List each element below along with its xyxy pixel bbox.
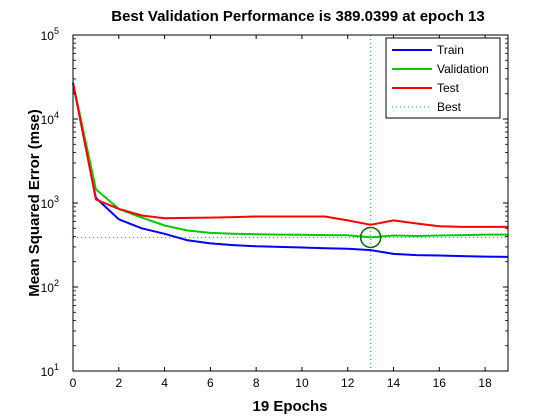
legend-label-train: Train — [437, 43, 464, 57]
series-line-validation — [72, 82, 508, 239]
y-tick-label: 103 — [41, 194, 59, 211]
x-tick-label: 12 — [341, 376, 355, 390]
y-axis-label: Mean Squared Error (mse) — [26, 109, 43, 297]
y-tick-label: 105 — [41, 26, 59, 43]
series-line-test — [72, 82, 508, 228]
x-tick-label: 18 — [478, 376, 492, 390]
y-tick-label: 101 — [41, 362, 59, 379]
x-axis-label: 19 Epochs — [252, 398, 327, 415]
x-tick-label: 0 — [70, 376, 77, 390]
x-tick-label: 2 — [115, 376, 122, 390]
legend: Train Validation Test Best — [385, 37, 501, 119]
x-tick-label: 4 — [161, 376, 168, 390]
series-layer — [72, 82, 509, 258]
x-tick-label: 16 — [433, 376, 447, 390]
legend-label-best: Best — [437, 100, 462, 114]
x-tick-label: 14 — [387, 376, 401, 390]
y-axis-ticks: 101 102 103 104 105 — [41, 26, 508, 379]
x-tick-label: 6 — [207, 376, 214, 390]
chart-title: Best Validation Performance is 389.0399 … — [111, 8, 485, 25]
best-point-marker — [359, 226, 382, 249]
y-tick-label: 104 — [41, 110, 59, 127]
legend-label-validation: Validation — [437, 62, 489, 76]
best-reference-lines — [73, 35, 508, 371]
x-tick-label: 8 — [253, 376, 260, 390]
legend-box — [385, 37, 501, 119]
x-tick-label: 10 — [295, 376, 309, 390]
y-tick-label: 102 — [41, 278, 59, 295]
x-axis-ticks: 0 2 4 6 8 10 12 14 16 18 — [70, 35, 492, 390]
legend-label-test: Test — [437, 81, 460, 95]
series-line-train — [72, 82, 509, 258]
best-marker-layer — [359, 226, 382, 249]
